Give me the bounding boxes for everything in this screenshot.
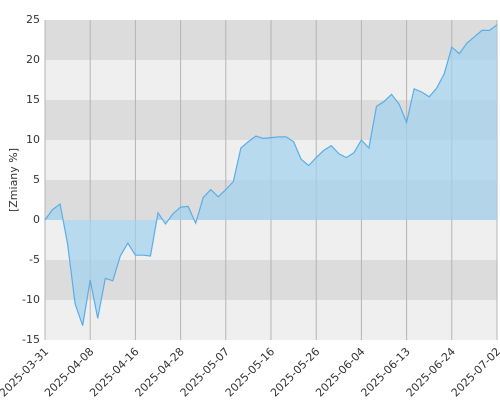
y-tick-label: 10 xyxy=(26,133,40,146)
y-tick-label: 20 xyxy=(26,53,40,66)
line xyxy=(44,24,498,326)
y-tick-label: 25 xyxy=(26,13,40,26)
y-tick-label: -10 xyxy=(22,293,40,306)
y-tick-label: 0 xyxy=(33,213,40,226)
area xyxy=(45,24,497,326)
y-tick-label: -5 xyxy=(29,253,40,266)
y-tick-label: -15 xyxy=(22,333,40,346)
y-tick-label: 5 xyxy=(33,173,40,186)
y-tick-label: 15 xyxy=(26,93,40,106)
y-axis-label: [Zmiany %] xyxy=(7,148,20,212)
